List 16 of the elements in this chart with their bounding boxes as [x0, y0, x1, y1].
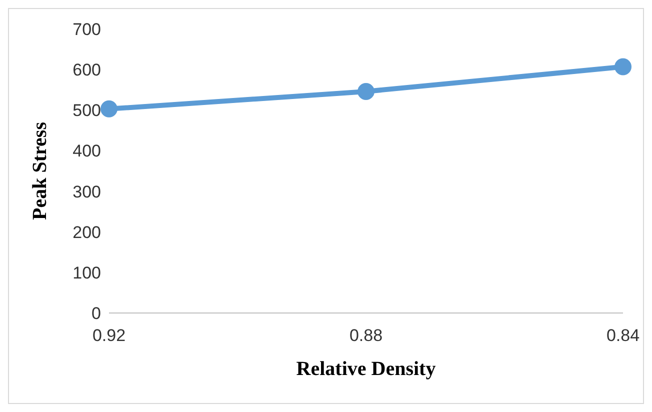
- y-tick-label: 400: [72, 142, 101, 161]
- x-axis-title: Relative Density: [296, 358, 436, 380]
- y-tick-label: 300: [72, 182, 101, 202]
- y-tick-label: 700: [72, 20, 101, 40]
- y-tick-label: 100: [72, 263, 101, 282]
- point: [358, 82, 374, 100]
- y-tick-label: 0: [92, 304, 101, 324]
- y-tick-label: 500: [72, 101, 101, 120]
- x-tick-label: 0.84: [606, 326, 640, 346]
- point: [614, 58, 632, 76]
- y-tick-label: 200: [72, 222, 101, 242]
- y-axis-title: Peak Stress: [29, 122, 52, 220]
- point: [100, 100, 118, 118]
- y-tick-label: 600: [72, 60, 101, 80]
- x-tick-label: 0.88: [349, 326, 383, 346]
- x-tick-label: 0.92: [92, 326, 126, 346]
